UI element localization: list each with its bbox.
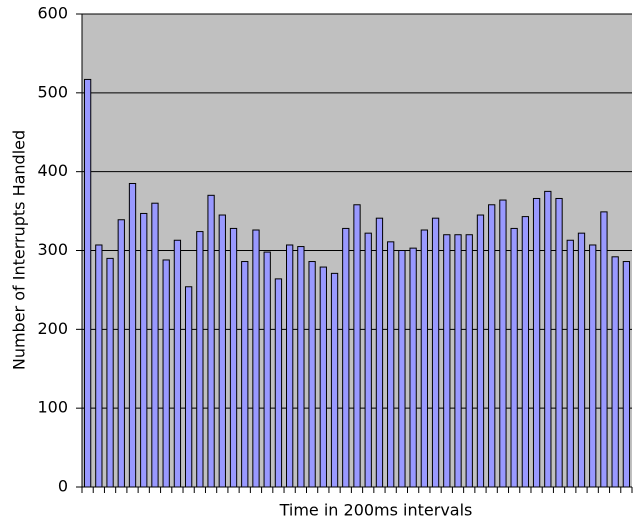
y-tick-label: 600 [37,4,68,23]
bar [229,227,238,488]
bar [297,246,305,488]
bar [252,229,260,488]
bar [95,244,103,488]
bar [241,261,249,488]
bar [454,234,462,488]
bar [173,239,182,488]
bar [207,194,215,488]
bar [83,78,92,488]
bar [499,199,507,488]
bar [566,239,574,488]
bar [106,257,114,488]
bar [342,227,350,488]
bar [589,244,597,488]
bar [398,250,406,488]
bar [622,261,631,488]
bar [521,216,530,488]
bar [375,217,384,488]
x-axis-title: Time in 200ms intervals [279,501,473,520]
bar [555,197,563,488]
bar [465,234,473,488]
bar [488,204,496,488]
bar [443,234,451,488]
bar [128,182,137,488]
bar [510,227,518,488]
bar [544,190,552,488]
bar [286,244,294,488]
bar [151,202,159,488]
bar [409,247,417,488]
bar [319,266,327,488]
bar [218,214,226,488]
y-tick-label: 300 [37,240,68,259]
bar [184,286,193,488]
bar [353,204,361,488]
bar [420,229,428,488]
y-tick-label: 200 [37,319,68,338]
bar [387,241,395,488]
bar [117,219,125,488]
bar [431,217,440,488]
bar [196,231,204,488]
bar [611,256,619,488]
bar [600,211,608,488]
y-tick-label: 100 [37,398,68,417]
bar [162,259,170,488]
bar [364,232,372,488]
bar [140,212,148,488]
y-tick-label: 0 [58,477,68,496]
bar [330,272,339,488]
y-tick-label: 400 [37,161,68,180]
bar [577,232,586,488]
y-tick-label: 500 [37,82,68,101]
bar [263,251,271,488]
bar [476,214,485,488]
bar [308,261,316,488]
bar [532,197,541,488]
y-axis-title: Number of Interrupts Handled [10,130,29,370]
bar [274,278,283,488]
